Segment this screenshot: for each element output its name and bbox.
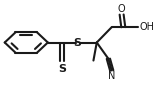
Text: S: S [58, 64, 66, 74]
Text: O: O [118, 4, 125, 14]
Text: OH: OH [139, 22, 154, 32]
Text: N: N [108, 71, 115, 81]
Text: S: S [74, 37, 82, 48]
